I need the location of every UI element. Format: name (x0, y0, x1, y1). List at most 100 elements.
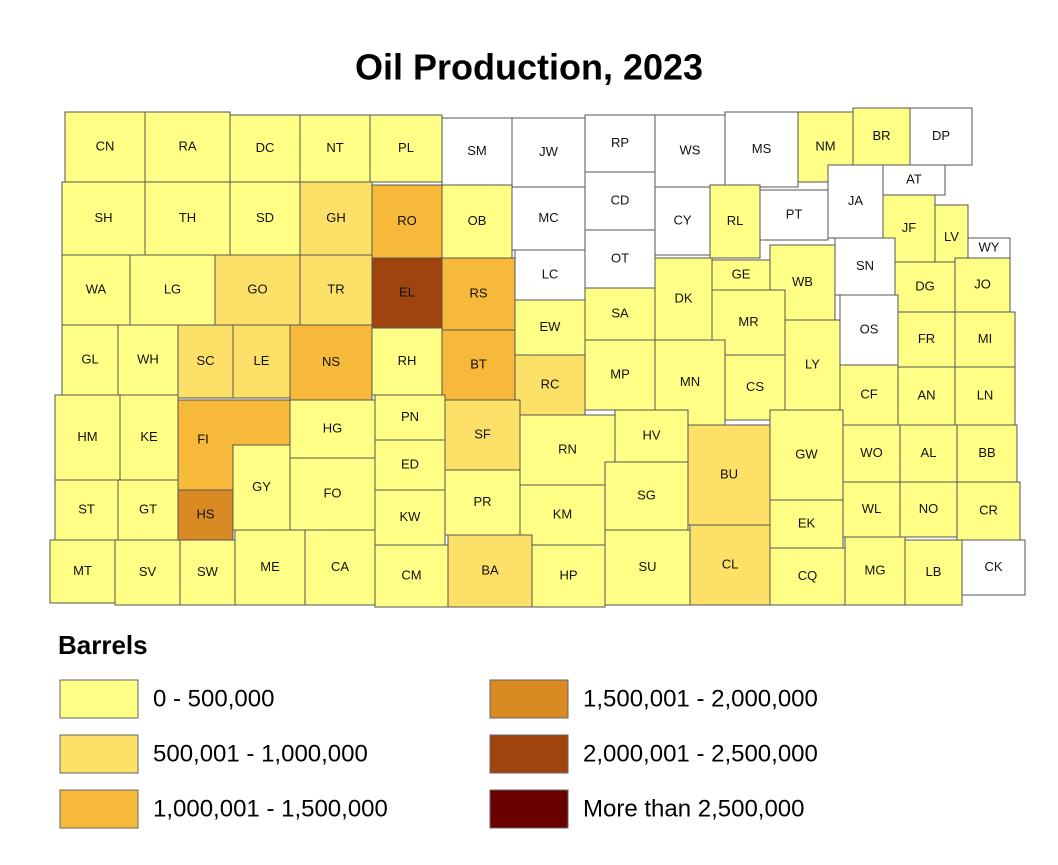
county-label: MC (538, 210, 558, 225)
county (711, 259, 771, 291)
county-label: KE (140, 429, 158, 444)
county-label: EW (540, 319, 562, 334)
county (961, 539, 1026, 596)
county (144, 181, 231, 256)
county (724, 111, 799, 188)
county-label: SH (94, 210, 112, 225)
county (144, 111, 231, 183)
county-label: GH (326, 210, 346, 225)
county-label: SD (256, 210, 274, 225)
county (371, 257, 443, 329)
county (584, 229, 656, 289)
county-label: SV (139, 564, 157, 579)
legend-swatch (489, 789, 569, 829)
county-label: SF (474, 426, 491, 441)
county-label: CY (673, 212, 691, 227)
county (514, 249, 586, 301)
county (654, 114, 726, 188)
county (61, 181, 146, 256)
county-label: RP (611, 135, 629, 150)
county-label: LY (805, 356, 820, 371)
county (299, 254, 373, 326)
county-label: MN (680, 374, 700, 389)
county (899, 481, 958, 538)
county-label: SN (856, 258, 874, 273)
county-label: RH (398, 353, 417, 368)
county-label: CR (979, 502, 998, 517)
county (954, 257, 1011, 313)
county (61, 324, 119, 396)
county-label: JW (539, 144, 559, 159)
county-label: FR (918, 331, 935, 346)
county (441, 329, 516, 401)
county-label: MR (738, 314, 758, 329)
county (519, 484, 606, 546)
county-label: CQ (798, 568, 818, 583)
legend: 0 - 500,000 500,001 - 1,000,000 1,000,001 … (59, 679, 818, 829)
county-label: LC (542, 266, 559, 281)
county-label: SW (197, 564, 219, 579)
county-label: HP (559, 567, 577, 582)
county-label: AL (921, 445, 937, 460)
county (654, 186, 711, 256)
county-label: WS (680, 142, 701, 157)
county (909, 107, 973, 166)
county-label: ED (401, 456, 419, 471)
county (374, 544, 449, 608)
county (842, 481, 901, 538)
county-label: DC (256, 140, 275, 155)
county (897, 311, 956, 368)
county-label: HM (77, 429, 97, 444)
county-label: HV (642, 427, 660, 442)
county-label: DK (674, 290, 692, 305)
county (177, 489, 234, 541)
county (584, 287, 656, 341)
county-label: KW (400, 509, 422, 524)
county (954, 366, 1016, 426)
county (441, 257, 516, 331)
county (604, 461, 689, 531)
county (834, 237, 896, 296)
county (229, 181, 301, 256)
county (514, 354, 586, 416)
county-label: TR (327, 281, 344, 296)
county (114, 539, 181, 606)
county (229, 114, 301, 183)
county-label: WL (862, 501, 882, 516)
county (179, 539, 236, 606)
county-label: GO (247, 281, 267, 296)
county (54, 394, 121, 481)
legend-title: Barrels (58, 630, 148, 660)
county-label: GE (732, 266, 751, 281)
county (584, 339, 656, 411)
county (604, 529, 691, 606)
county-label: SC (196, 353, 214, 368)
county-label: MP (610, 366, 630, 381)
county (899, 424, 958, 483)
county-label: ME (260, 559, 280, 574)
county-label: RA (178, 138, 196, 153)
county (687, 424, 771, 526)
county (511, 186, 586, 251)
county-label: RL (727, 213, 744, 228)
county (839, 364, 899, 426)
county (374, 394, 446, 441)
county-label: MI (978, 331, 992, 346)
county-label: CM (401, 567, 421, 582)
county-label: CN (96, 138, 115, 153)
legend-swatch (59, 734, 139, 774)
county-label: AN (917, 387, 935, 402)
county (954, 311, 1016, 368)
county-label: LN (977, 387, 994, 402)
county-label: NS (322, 354, 340, 369)
county-label: LE (254, 353, 270, 368)
county-label: AT (906, 171, 922, 186)
map-title: Oil Production, 2023 (355, 47, 703, 88)
county (232, 324, 291, 399)
legend-label: 2,000,001 - 2,500,000 (583, 740, 818, 767)
county (129, 254, 216, 326)
county (689, 524, 771, 606)
county-label: WB (792, 274, 813, 289)
county (531, 544, 606, 608)
county-label: ST (78, 501, 95, 516)
